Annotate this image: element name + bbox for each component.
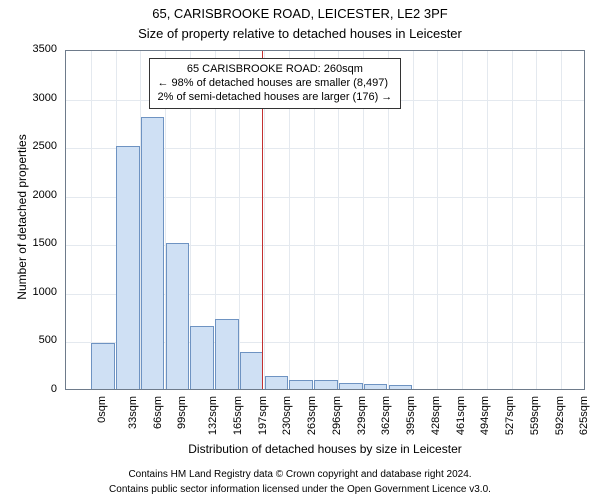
x-tick-label: 263sqm bbox=[306, 396, 318, 435]
annotation-line: 65 CARISBROOKE ROAD: 260sqm bbox=[158, 63, 393, 77]
x-tick-label: 559sqm bbox=[529, 396, 541, 435]
annotation-box: 65 CARISBROOKE ROAD: 260sqm← 98% of deta… bbox=[149, 58, 402, 109]
histogram-bar bbox=[289, 380, 313, 389]
histogram-bar bbox=[141, 117, 165, 389]
annotation-line: ← 98% of detached houses are smaller (8,… bbox=[158, 77, 393, 91]
x-axis-title: Distribution of detached houses by size … bbox=[65, 442, 585, 456]
x-tick-label: 197sqm bbox=[257, 396, 269, 435]
histogram-bar bbox=[240, 352, 264, 389]
x-tick-label: 99sqm bbox=[176, 396, 188, 429]
histogram-bar bbox=[91, 343, 115, 389]
histogram-bar bbox=[339, 383, 363, 389]
histogram-bar bbox=[190, 326, 214, 389]
histogram-bar bbox=[116, 146, 140, 389]
y-tick-label: 2500 bbox=[0, 140, 57, 152]
chart-title-line1: 65, CARISBROOKE ROAD, LEICESTER, LE2 3PF bbox=[0, 6, 600, 21]
histogram-bar bbox=[265, 376, 289, 389]
chart-title-line2: Size of property relative to detached ho… bbox=[0, 26, 600, 41]
histogram-bar bbox=[389, 385, 413, 389]
gridline-v bbox=[536, 51, 537, 389]
x-tick-label: 0sqm bbox=[96, 396, 108, 423]
gridline-v bbox=[462, 51, 463, 389]
y-tick-label: 3500 bbox=[0, 43, 57, 55]
x-tick-label: 395sqm bbox=[405, 396, 417, 435]
x-tick-label: 625sqm bbox=[579, 396, 591, 435]
y-tick-label: 1500 bbox=[0, 237, 57, 249]
x-tick-label: 362sqm bbox=[381, 396, 393, 435]
y-tick-label: 3000 bbox=[0, 92, 57, 104]
gridline-v bbox=[561, 51, 562, 389]
gridline-v bbox=[91, 51, 92, 389]
y-tick-label: 2000 bbox=[0, 189, 57, 201]
gridline-v bbox=[413, 51, 414, 389]
histogram-bar bbox=[215, 319, 239, 389]
x-tick-label: 428sqm bbox=[430, 396, 442, 435]
x-tick-label: 329sqm bbox=[356, 396, 368, 435]
histogram-bar bbox=[314, 380, 338, 389]
x-tick-label: 494sqm bbox=[480, 396, 492, 435]
x-tick-label: 296sqm bbox=[331, 396, 343, 435]
footer-line1: Contains HM Land Registry data © Crown c… bbox=[0, 469, 600, 480]
gridline-v bbox=[437, 51, 438, 389]
histogram-bar bbox=[364, 384, 388, 389]
y-tick-label: 0 bbox=[0, 383, 57, 395]
x-tick-label: 461sqm bbox=[455, 396, 467, 435]
footer-line2: Contains public sector information licen… bbox=[0, 484, 600, 495]
gridline-v bbox=[512, 51, 513, 389]
x-tick-label: 132sqm bbox=[207, 396, 219, 435]
x-tick-label: 33sqm bbox=[127, 396, 139, 429]
x-tick-label: 66sqm bbox=[152, 396, 164, 429]
x-tick-label: 527sqm bbox=[504, 396, 516, 435]
y-axis-title: Number of detached properties bbox=[15, 67, 29, 367]
y-tick-label: 500 bbox=[0, 334, 57, 346]
x-tick-label: 230sqm bbox=[281, 396, 293, 435]
x-tick-label: 592sqm bbox=[554, 396, 566, 435]
annotation-line: 2% of semi-detached houses are larger (1… bbox=[158, 91, 393, 105]
x-tick-label: 165sqm bbox=[232, 396, 244, 435]
gridline-v bbox=[487, 51, 488, 389]
histogram-bar bbox=[166, 243, 190, 389]
figure: 65, CARISBROOKE ROAD, LEICESTER, LE2 3PF… bbox=[0, 0, 600, 500]
y-tick-label: 1000 bbox=[0, 286, 57, 298]
